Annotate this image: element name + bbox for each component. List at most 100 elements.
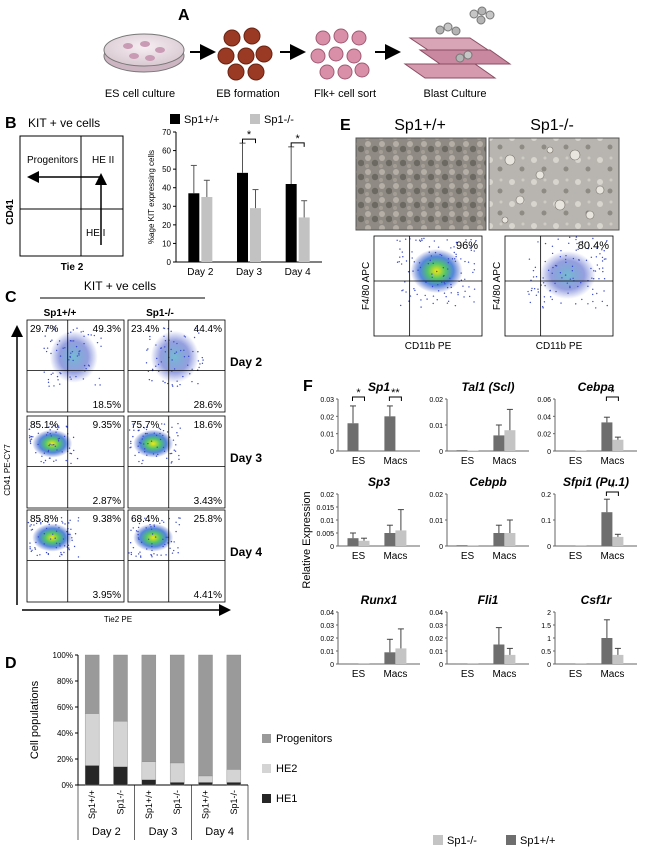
micrograph-ko-cells bbox=[501, 146, 605, 224]
event-dot bbox=[427, 262, 430, 265]
event-dot bbox=[57, 440, 60, 442]
event-dot bbox=[416, 293, 418, 296]
flow-ylabel: F4/80 APC bbox=[361, 262, 372, 310]
event-dot bbox=[138, 522, 141, 525]
event-dot bbox=[606, 304, 608, 307]
y-tick-label: 2 bbox=[547, 610, 551, 617]
event-dot bbox=[569, 236, 571, 239]
event-dot bbox=[146, 548, 148, 550]
event-dot bbox=[47, 431, 49, 434]
event-dot bbox=[159, 522, 161, 525]
bar-category-label: Sp1+/+ bbox=[144, 790, 154, 819]
group-label: Day 3 bbox=[149, 826, 178, 838]
bar bbox=[467, 545, 479, 546]
event-dot bbox=[407, 271, 410, 273]
event-dot bbox=[144, 517, 146, 520]
gene-title: Tal1 (Scl) bbox=[462, 380, 515, 394]
event-dot bbox=[130, 551, 132, 554]
step-label-eb-formation: EB formation bbox=[216, 88, 280, 100]
event-dot bbox=[544, 284, 546, 287]
event-dot bbox=[53, 425, 56, 427]
quadrant-br-percent: 4.41% bbox=[194, 590, 222, 601]
significance-bracket bbox=[388, 396, 402, 401]
event-dot bbox=[468, 295, 471, 298]
significance-bracket bbox=[242, 138, 256, 144]
event-dot bbox=[165, 536, 167, 538]
quadrant-br-percent: 3.95% bbox=[93, 590, 121, 601]
y-tick-label: 0.03 bbox=[429, 623, 443, 630]
event-dot bbox=[431, 276, 433, 278]
event-dot bbox=[142, 435, 144, 437]
event-dot bbox=[543, 301, 546, 303]
micro-label-wt: Sp1+/+ bbox=[394, 117, 446, 134]
event-dot bbox=[78, 354, 80, 356]
event-dot bbox=[171, 461, 173, 463]
event-dot bbox=[413, 288, 415, 290]
event-dot bbox=[70, 378, 72, 380]
step-label-flk-sort: Flk+ cell sort bbox=[314, 88, 376, 100]
y-tick-label: 50 bbox=[162, 165, 171, 174]
event-dot bbox=[161, 519, 163, 522]
bar bbox=[358, 540, 370, 546]
event-dot bbox=[399, 256, 401, 258]
density-cloud bbox=[49, 330, 98, 383]
category-label: ES bbox=[461, 456, 475, 467]
event-dot bbox=[175, 521, 177, 523]
event-dot bbox=[68, 522, 70, 524]
stacked-segment bbox=[169, 762, 185, 783]
stacked-segment bbox=[198, 775, 213, 783]
event-dot bbox=[76, 355, 79, 357]
event-dot bbox=[544, 242, 547, 245]
y-axis-label: %age KIT expressing cells bbox=[147, 150, 156, 244]
event-dot bbox=[134, 454, 136, 457]
significance-star: * bbox=[610, 387, 615, 399]
event-dot bbox=[175, 351, 178, 353]
event-dot bbox=[29, 439, 32, 441]
bar bbox=[601, 512, 613, 546]
event-dot bbox=[43, 533, 46, 535]
event-dot bbox=[65, 459, 67, 462]
event-dot bbox=[472, 271, 474, 274]
event-dot bbox=[473, 263, 476, 265]
quadrant-tl-percent: 68.4% bbox=[131, 514, 159, 525]
flow-header: KIT + ve cells bbox=[84, 279, 156, 293]
event-dot bbox=[152, 453, 155, 455]
event-dot bbox=[150, 528, 153, 530]
event-dot bbox=[577, 285, 579, 288]
event-dot bbox=[404, 238, 407, 240]
event-dot bbox=[50, 352, 52, 355]
event-dot bbox=[176, 432, 178, 434]
event-dot bbox=[572, 277, 574, 279]
event-dot bbox=[419, 266, 422, 269]
event-dot bbox=[179, 427, 181, 429]
event-dot bbox=[455, 255, 457, 258]
flk-cells-icon bbox=[310, 28, 370, 80]
event-dot bbox=[437, 246, 440, 248]
event-dot bbox=[455, 241, 458, 244]
gene-title: Sp1 bbox=[368, 380, 390, 394]
event-dot bbox=[145, 426, 148, 428]
event-dot bbox=[443, 281, 445, 284]
event-dot bbox=[55, 431, 57, 433]
event-dot bbox=[591, 277, 593, 279]
quadrant-tl-percent: 23.4% bbox=[131, 324, 159, 335]
event-dot bbox=[560, 249, 562, 252]
event-dot bbox=[149, 335, 151, 338]
bar-category-label: Sp1-/- bbox=[172, 790, 182, 815]
event-dot bbox=[442, 267, 445, 269]
bar bbox=[384, 652, 396, 664]
event-dot bbox=[36, 554, 38, 557]
event-dot bbox=[156, 446, 158, 448]
event-dot bbox=[54, 445, 57, 447]
event-dot bbox=[171, 552, 174, 554]
event-dot bbox=[532, 269, 535, 272]
event-dot bbox=[420, 299, 422, 301]
event-dot bbox=[184, 336, 187, 338]
kit-expression-bar-chart: 0 10 20 30 40 50 60 70 %age KIT expressing cells… bbox=[147, 114, 322, 278]
event-dot bbox=[551, 252, 554, 255]
event-dot bbox=[67, 533, 70, 536]
significance-star: * bbox=[356, 387, 361, 399]
event-dot bbox=[575, 249, 577, 251]
event-dot bbox=[66, 530, 68, 533]
flow-plot: 85.8% 9.38% 3.95% bbox=[26, 509, 125, 603]
